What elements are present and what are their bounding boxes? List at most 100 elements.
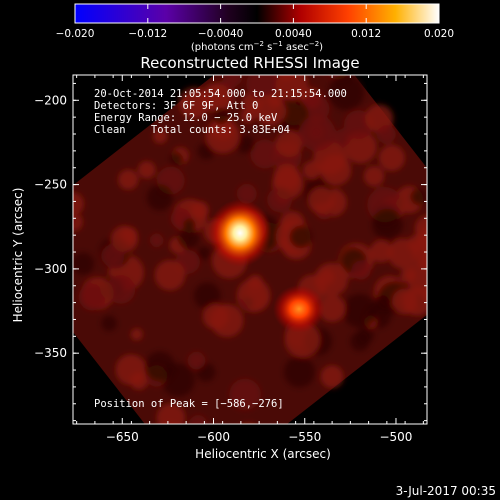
axis-ticks: −650 −600 −550 −500 −200 −250 −300 −350 [34, 75, 427, 444]
texture-blob [423, 199, 462, 238]
y-tick-label: −250 [34, 178, 67, 192]
texture-blob [275, 75, 308, 101]
texture-blob [188, 415, 208, 424]
texture-blob [318, 295, 346, 323]
colorbar-tick-label: 0.012 [351, 28, 381, 40]
texture-blob [370, 240, 393, 263]
primary-source [208, 199, 272, 267]
texture-blob [223, 75, 243, 87]
colorbar: −0.020 −0.012 −0.0040 0.0040 0.012 0.020 (pho… [56, 3, 454, 53]
observation-info: 20-Oct-2014 21:05:54.000 to 21:15:54.000… [94, 88, 347, 136]
texture-blob [149, 233, 164, 248]
texture-blob [318, 269, 335, 286]
texture-blob [115, 354, 147, 386]
chart-title: Reconstructed RHESSI Image [140, 54, 359, 72]
y-tick-label: −350 [34, 346, 67, 360]
colorbar-ticks: −0.020 −0.012 −0.0040 0.0040 0.012 0.020 [56, 4, 454, 40]
texture-blob [333, 129, 351, 147]
texture-blob [410, 188, 427, 205]
colorbar-tick-label: −0.012 [128, 28, 167, 40]
time-range: 20-Oct-2014 21:05:54.000 to 21:15:54.000 [94, 88, 347, 100]
texture-blob [229, 378, 261, 411]
texture-blob [23, 230, 43, 250]
texture-blob [320, 365, 344, 389]
texture-blob [201, 83, 231, 113]
energy-range: Energy Range: 12.0 − 25.0 keV [94, 112, 278, 124]
texture-blob [236, 183, 257, 204]
secondary-source [273, 285, 325, 333]
texture-blob [433, 241, 462, 270]
texture-blob [344, 130, 377, 164]
render-date: 3-Jul-2017 00:35 [396, 484, 496, 498]
texture-blob [212, 108, 230, 125]
colorbar-gradient [74, 3, 440, 24]
texture-blob [307, 186, 335, 214]
colorbar-unit-label: (photons cm−2 s−1 asec−2) [191, 40, 323, 53]
x-tick-label: −500 [379, 430, 412, 444]
texture-blob [350, 331, 370, 352]
texture-blob [273, 163, 301, 191]
colorbar-tick-label: −0.0040 [198, 28, 244, 40]
texture-blob [275, 130, 303, 158]
texture-blob [152, 128, 168, 144]
texture-blob [328, 75, 365, 111]
colorbar-tick-label: 0.0040 [275, 28, 312, 40]
texture-blob [190, 201, 209, 220]
texture-blob [378, 144, 405, 172]
texture-blob [169, 152, 183, 166]
texture-blob [73, 192, 84, 216]
texture-blob [43, 240, 63, 260]
texture-blob [193, 282, 221, 310]
texture-blob [154, 260, 186, 291]
texture-blob [392, 288, 418, 315]
texture-blob [130, 328, 143, 341]
x-tick-label: −600 [197, 430, 230, 444]
x-tick-label: −550 [288, 430, 321, 444]
texture-blob [118, 169, 139, 190]
colorbar-tick-label: 0.020 [424, 28, 454, 40]
colorbar-tick-label: −0.020 [56, 28, 95, 40]
plot-frame [72, 74, 428, 425]
texture-blob [106, 274, 136, 304]
texture-blob [210, 304, 244, 338]
texture-blob [236, 134, 255, 154]
detectors: Detectors: 3F 6F 9F, Att 0 [94, 100, 258, 112]
texture-blob [250, 139, 280, 169]
texture-blob [137, 161, 156, 179]
texture-blob [246, 75, 281, 102]
x-tick-label: −650 [106, 430, 139, 444]
texture-blob [183, 218, 196, 231]
hx-sources [208, 199, 325, 333]
texture-blob [78, 283, 106, 311]
y-axis-label: Heliocentric Y (arcsec) [11, 188, 25, 323]
texture-blob [187, 351, 206, 370]
texture-blob [167, 430, 187, 450]
texture-blob [320, 154, 352, 186]
texture-blob [267, 187, 293, 213]
texture-blob [144, 351, 175, 382]
texture-blob [254, 94, 287, 126]
texture-blob [240, 108, 256, 124]
texture-blob [425, 215, 474, 264]
texture-blob [299, 115, 336, 152]
texture-blob [240, 296, 254, 310]
texture-blob [197, 246, 211, 260]
clean-counts: Clean Total counts: 3.83E+04 [94, 124, 290, 136]
y-tick-label: −300 [34, 262, 67, 276]
texture-blob [406, 261, 427, 295]
texture-blob [205, 119, 240, 154]
texture-blob [101, 244, 125, 268]
texture-blob [177, 227, 200, 249]
texture-blob [156, 403, 186, 424]
x-axis-label: Heliocentric X (arcsec) [195, 447, 331, 461]
texture-blob [377, 124, 396, 144]
y-tick-label: −200 [34, 93, 67, 107]
texture-blob [146, 184, 173, 211]
texture-blob [371, 208, 403, 240]
texture-blob [47, 218, 64, 235]
texture-blob [283, 356, 316, 388]
peak-position: Position of Peak = [−586,−276] [94, 398, 284, 410]
texture-blob [363, 165, 385, 187]
